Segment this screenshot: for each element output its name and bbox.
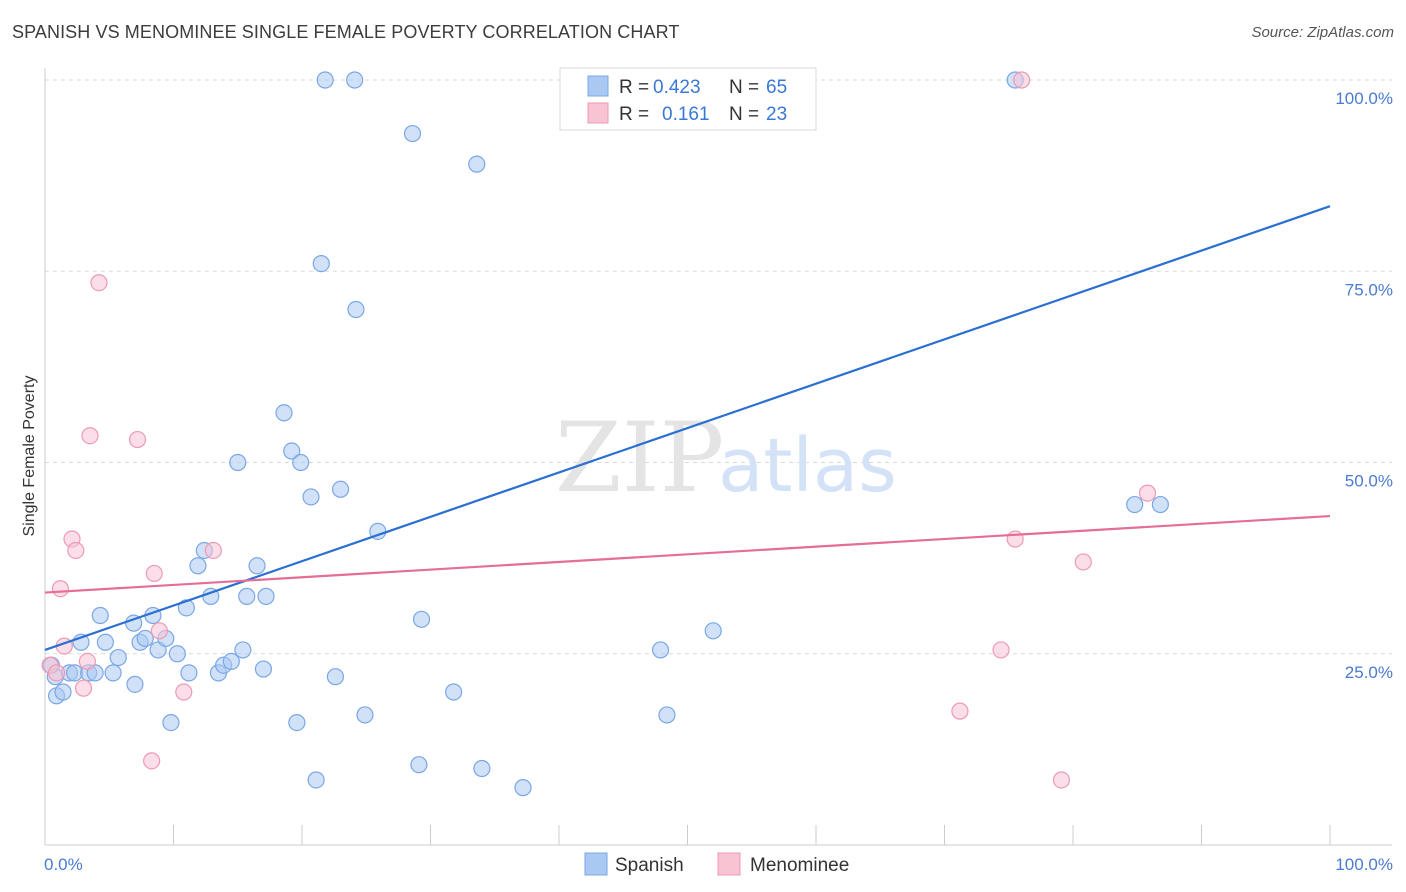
axes-layer: 25.0% 50.0% 75.0% 100.0% 0.0% 100.0%	[44, 68, 1393, 874]
legend-n-label-menominee: N =	[729, 104, 759, 125]
point-spanish-11	[104, 664, 122, 682]
point-spanish-24	[189, 557, 207, 575]
point-menominee-15	[204, 541, 222, 560]
legend-n-value-menominee: 23	[766, 104, 787, 125]
point-spanish-9	[91, 606, 109, 625]
watermark-atlas: atlas	[718, 423, 897, 509]
point-spanish-58	[651, 641, 670, 659]
point-spanish-35	[257, 587, 275, 605]
point-spanish-23	[180, 664, 198, 682]
point-menominee-1	[47, 664, 66, 682]
point-spanish-37	[283, 442, 301, 460]
point-menominee-6	[74, 679, 93, 697]
point-spanish-51	[410, 756, 428, 774]
point-spanish-16	[136, 629, 154, 648]
y-tick-label-50: 50.0%	[1345, 472, 1393, 491]
point-spanish-3	[54, 683, 72, 701]
point-spanish-41	[307, 771, 325, 789]
legend-swatch-spanish	[587, 75, 609, 97]
point-menominee-22	[1138, 484, 1157, 502]
point-spanish-10	[96, 633, 114, 651]
point-menominee-5	[67, 541, 85, 560]
point-spanish-59	[658, 706, 676, 724]
point-spanish-54	[468, 155, 486, 173]
x-tick-label-100: 100.0%	[1335, 855, 1393, 874]
point-spanish-22	[177, 599, 195, 617]
point-menominee-9	[90, 274, 108, 292]
chart-title: SPANISH VS MENOMINEE SINGLE FEMALE POVER…	[12, 22, 680, 42]
legend-swatch-menominee	[587, 102, 609, 124]
point-spanish-14	[126, 675, 144, 693]
point-menominee-2	[51, 580, 70, 598]
legend-r-label-menominee: R =	[619, 104, 649, 125]
y-tick-label-100: 100.0%	[1335, 89, 1393, 108]
trend-line-menominee	[44, 514, 1331, 594]
point-spanish-56	[514, 779, 532, 797]
legend-r-label-spanish: R =	[619, 77, 649, 98]
point-menominee-8	[81, 427, 99, 445]
series-legend: Spanish Menominee	[584, 852, 849, 876]
point-spanish-48	[356, 706, 374, 724]
point-spanish-21	[168, 645, 186, 663]
point-spanish-55	[473, 759, 491, 778]
point-menominee-20	[1052, 771, 1071, 789]
point-menominee-7	[78, 652, 97, 671]
point-spanish-30	[229, 453, 247, 472]
point-spanish-43	[316, 71, 334, 89]
legend-r-value-menominee: 0.161	[662, 104, 710, 125]
y-tick-label-25: 25.0%	[1345, 663, 1393, 682]
watermark-zip: ZIP	[555, 402, 724, 514]
source-label: Source: ZipAtlas.com	[1251, 24, 1394, 41]
point-spanish-20	[162, 713, 180, 732]
point-spanish-33	[248, 557, 266, 575]
point-spanish-47	[347, 300, 365, 319]
trend-line-spanish	[44, 205, 1331, 651]
point-spanish-50	[403, 124, 422, 143]
point-spanish-63	[1126, 495, 1144, 514]
point-spanish-44	[326, 668, 345, 686]
point-spanish-60	[704, 622, 722, 640]
point-spanish-32	[238, 587, 256, 605]
series-legend-swatch-spanish	[584, 852, 608, 876]
watermark: ZIP atlas	[555, 402, 897, 514]
point-menominee-17	[992, 641, 1010, 659]
point-menominee-10	[128, 430, 147, 449]
point-spanish-36	[275, 404, 293, 422]
series-legend-swatch-menominee	[717, 852, 741, 876]
series-legend-label-spanish: Spanish	[615, 855, 684, 876]
point-spanish-39	[292, 453, 310, 472]
point-spanish-38	[288, 713, 306, 732]
trend-layer	[44, 205, 1331, 651]
point-spanish-46	[346, 71, 364, 89]
point-spanish-34	[254, 660, 273, 678]
point-spanish-42	[312, 255, 330, 273]
point-menominee-14	[175, 683, 193, 701]
point-spanish-40	[302, 488, 320, 506]
point-spanish-64	[1151, 495, 1169, 514]
legend-n-label-spanish: N =	[729, 77, 759, 98]
point-menominee-19	[1012, 71, 1031, 89]
point-spanish-53	[445, 683, 463, 701]
legend-n-value-spanish: 65	[766, 77, 787, 98]
legend-r-value-spanish: 0.423	[653, 77, 701, 98]
point-menominee-21	[1074, 553, 1092, 571]
point-spanish-29	[222, 652, 240, 671]
point-spanish-12	[109, 648, 127, 667]
y-tick-label-75: 75.0%	[1345, 280, 1393, 299]
point-menominee-13	[150, 622, 168, 640]
series-legend-label-menominee: Menominee	[750, 855, 849, 876]
x-tick-label-0: 0.0%	[44, 855, 83, 874]
grid-layer	[45, 79, 1392, 655]
point-menominee-16	[951, 702, 969, 720]
point-spanish-31	[234, 641, 252, 659]
point-spanish-45	[331, 480, 350, 498]
point-spanish-52	[412, 610, 431, 628]
stats-legend: R = 0.423 N = 65 R = 0.161 N = 23	[559, 67, 817, 131]
point-menominee-12	[145, 564, 163, 583]
point-menominee-11	[143, 752, 161, 770]
y-axis-title: Single Female Poverty	[21, 376, 38, 537]
